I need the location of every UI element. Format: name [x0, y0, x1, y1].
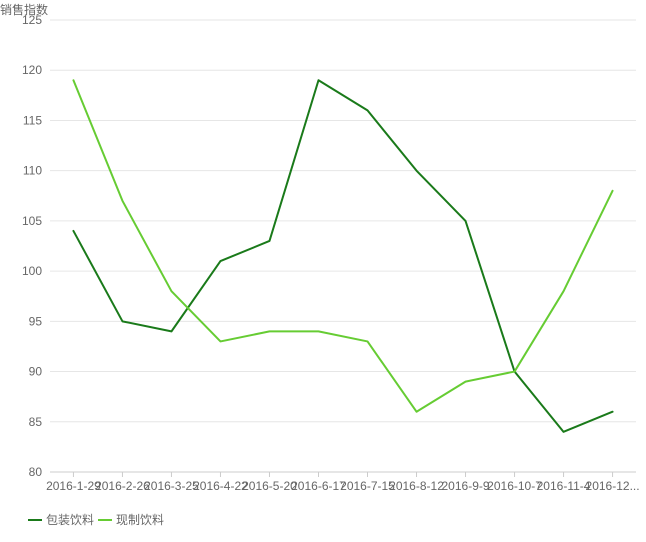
x-tick-label: 2016-1-29 [46, 479, 101, 493]
x-tick-label: 2016-6-17 [291, 479, 346, 493]
legend-item-0[interactable]: 包装饮料 [28, 511, 94, 528]
y-tick-label: 100 [22, 264, 42, 278]
x-tick-label: 2016-10-7 [487, 479, 542, 493]
x-tick-label: 2016-5-20 [242, 479, 297, 493]
x-tick-label: 2016-9-9 [442, 479, 490, 493]
x-tick-label: 2016-2-26 [95, 479, 150, 493]
y-tick-label: 95 [29, 314, 43, 328]
y-tick-label: 120 [22, 63, 42, 77]
y-tick-label: 90 [29, 365, 43, 379]
chart-svg: 销售指数808590951001051101151201252016-1-292… [0, 0, 646, 542]
y-tick-label: 125 [22, 13, 42, 27]
chart-legend: 包装饮料 现制饮料 [28, 511, 164, 528]
legend-swatch [98, 519, 112, 521]
y-tick-label: 115 [23, 113, 42, 127]
x-tick-label: 2016-3-25 [144, 479, 199, 493]
legend-label: 包装饮料 [46, 511, 94, 528]
y-tick-label: 80 [29, 465, 43, 479]
line-chart: 销售指数808590951001051101151201252016-1-292… [0, 0, 646, 542]
legend-item-1[interactable]: 现制饮料 [98, 511, 164, 528]
x-tick-label: 2016-4-22 [193, 479, 248, 493]
y-tick-label: 110 [23, 164, 42, 178]
y-tick-label: 85 [29, 415, 43, 429]
legend-swatch [28, 519, 42, 521]
y-tick-label: 105 [22, 214, 42, 228]
x-tick-label: 2016-11-4 [537, 479, 591, 493]
x-tick-label: 2016-7-15 [340, 479, 395, 493]
series-line-0 [73, 80, 612, 432]
legend-label: 现制饮料 [116, 511, 164, 528]
x-tick-label: 2016-12... [586, 479, 640, 493]
series-line-1 [73, 80, 612, 411]
x-tick-label: 2016-8-12 [389, 479, 444, 493]
